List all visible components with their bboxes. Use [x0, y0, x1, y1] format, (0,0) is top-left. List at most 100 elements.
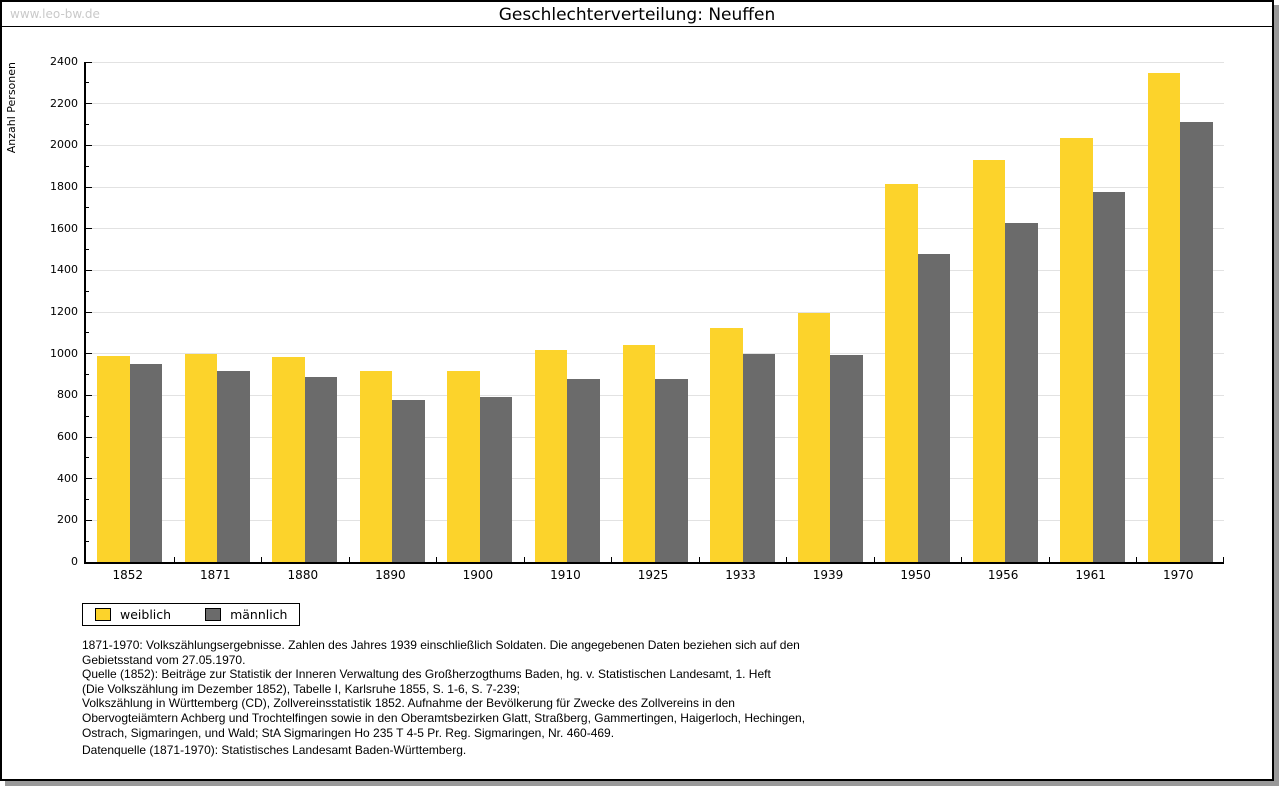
footnotes: 1871-1970: Volkszählungsergebnisse. Zahl… [82, 638, 922, 740]
x-tick-1890 [348, 557, 350, 562]
y-minor-tick-700 [86, 415, 89, 417]
y-tick-label-800: 800 [57, 388, 78, 402]
y-minor-tick-1100 [86, 332, 89, 334]
x-tick-1939 [786, 557, 788, 562]
y-minor-tick-2100 [86, 124, 89, 125]
bar-weiblich-1852 [97, 355, 130, 562]
x-tick-label-1925: 1925 [637, 568, 669, 582]
bar-weiblich-1933 [710, 327, 743, 562]
bar-männlich-1933 [742, 353, 776, 562]
gridline-1800 [86, 186, 1224, 188]
bar-männlich-1961 [1092, 192, 1126, 562]
legend-label-weiblich: weiblich [120, 607, 172, 622]
gridline-1200 [86, 311, 1224, 313]
gridline-1400 [86, 269, 1224, 271]
y-minor-tick-500 [86, 457, 89, 459]
y-tick-label-200: 200 [57, 513, 78, 527]
y-major-tick-1600 [86, 228, 92, 230]
y-tick-label-1800: 1800 [50, 180, 78, 193]
footnote-line-1: 1871-1970: Volkszählungsergebnisse. Zahl… [82, 638, 800, 652]
bar-männlich-1900 [479, 397, 513, 562]
bar-weiblich-1925 [622, 345, 655, 562]
gridline-2400 [86, 61, 1224, 63]
x-tick-1871 [173, 557, 175, 562]
bar-männlich-1925 [655, 378, 688, 562]
x-tick-1970 [1136, 557, 1138, 562]
bar-männlich-1910 [567, 378, 600, 562]
bar-weiblich-1910 [534, 349, 568, 562]
y-minor-tick-1900 [86, 165, 89, 167]
bar-männlich-1970 [1180, 122, 1213, 562]
footnote-line-5: Volkszählung in Württemberg (CD), Zollve… [82, 696, 735, 711]
bar-weiblich-1956 [972, 159, 1006, 562]
x-tick-1910 [523, 557, 525, 562]
footnote-line-6: Obervogteiämtern Achberg und Trochtelfin… [82, 710, 806, 725]
bar-männlich-1871 [217, 371, 250, 562]
chart-title: Geschlechterverteilung: Neuffen [498, 5, 776, 25]
footnote-line-7: Ostrach, Sigmaringen, und Wald; StA Sigm… [82, 725, 615, 740]
y-minor-tick-2300 [86, 82, 89, 84]
y-tick-label-2000: 2000 [50, 138, 78, 152]
x-tick-1900 [436, 557, 438, 562]
plot-area [84, 61, 1224, 564]
y-tick-label-1000: 1000 [50, 346, 78, 360]
site-watermark: www.leo-bw.de [10, 7, 100, 21]
y-major-tick-200 [86, 519, 92, 521]
x-tick-label-1910: 1910 [550, 568, 581, 582]
y-major-tick-400 [86, 478, 92, 480]
y-tick-label-0: 0 [71, 555, 78, 568]
y-major-tick-1800 [86, 186, 92, 188]
x-tick-1950 [873, 557, 875, 562]
y-major-tick-2000 [86, 144, 92, 146]
gridline-2000 [86, 144, 1224, 146]
legend: weiblich männlich [82, 603, 301, 626]
legend-swatch-männlich [205, 608, 222, 621]
y-tick-label-1400: 1400 [50, 263, 78, 277]
x-tick-label-1880: 1880 [287, 568, 319, 582]
footnote-line-2: Gebietsstand vom 27.05.1970. [82, 652, 246, 667]
bar-männlich-1950 [917, 253, 951, 562]
y-tick-label-400: 400 [57, 471, 78, 485]
bar-männlich-1880 [304, 376, 338, 562]
y-major-tick-0 [86, 561, 92, 563]
y-minor-tick-900 [86, 374, 89, 375]
y-tick-label-1200: 1200 [50, 305, 78, 318]
y-tick-label-2400: 2400 [50, 55, 78, 68]
bar-weiblich-1890 [359, 371, 393, 562]
x-tick-1925 [611, 557, 613, 562]
y-major-tick-1400 [86, 269, 92, 271]
legend-swatch-weiblich [95, 608, 111, 621]
x-tick-label-1871: 1871 [200, 568, 231, 582]
bar-weiblich-1970 [1147, 73, 1181, 562]
x-tick-label-1900: 1900 [462, 568, 494, 582]
y-major-tick-1000 [86, 353, 92, 355]
gridline-2200 [86, 103, 1224, 105]
x-tick-label-1933: 1933 [725, 568, 756, 582]
y-axis-label: Anzahl Personen [5, 62, 18, 154]
x-tick-1956 [961, 557, 963, 562]
x-tick-label-1961: 1961 [1075, 568, 1106, 582]
y-minor-tick-1700 [86, 207, 89, 209]
bar-männlich-1852 [129, 364, 163, 562]
footnote-line-4: (Die Volkszählung im Dezember 1852), Tab… [82, 681, 521, 696]
y-minor-tick-1500 [86, 249, 89, 250]
bar-weiblich-1961 [1060, 138, 1093, 562]
y-minor-tick-300 [86, 499, 89, 500]
bar-weiblich-1950 [885, 183, 918, 562]
y-major-tick-2200 [86, 103, 92, 105]
y-major-tick-600 [86, 436, 92, 438]
y-major-tick-1200 [86, 311, 92, 313]
legend-label-männlich: männlich [230, 607, 288, 622]
x-tick-label-1950: 1950 [900, 568, 931, 582]
bar-weiblich-1900 [447, 371, 480, 562]
x-tick-label-1956: 1956 [987, 568, 1019, 582]
footnote-line-3: Quelle (1852): Beiträge zur Statistik de… [82, 667, 771, 682]
y-tick-label-2200: 2200 [50, 96, 78, 110]
bar-männlich-1890 [392, 399, 425, 562]
bar-weiblich-1939 [797, 313, 831, 562]
y-tick-label-1600: 1600 [50, 221, 78, 235]
x-tick-label-1939: 1939 [812, 568, 844, 582]
x-tick-1880 [261, 557, 263, 562]
y-tick-label-600: 600 [57, 430, 78, 443]
